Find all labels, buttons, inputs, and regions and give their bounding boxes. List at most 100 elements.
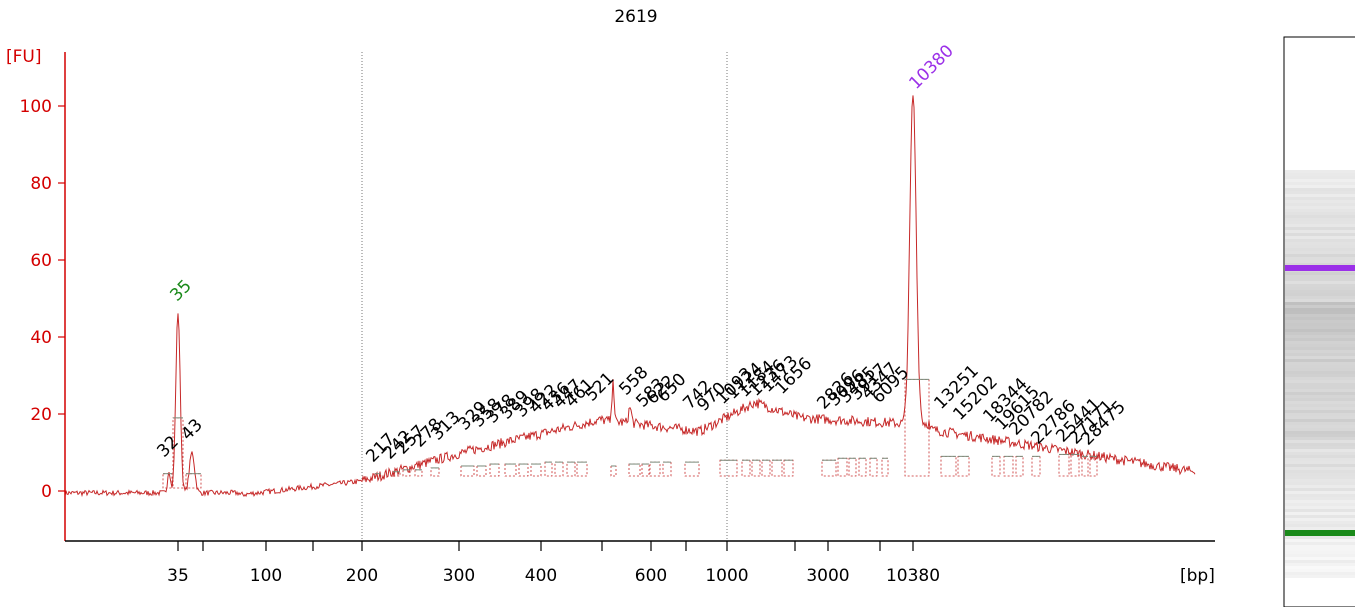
gel-band-shade [1285,518,1355,521]
axes [64,52,1215,542]
integration-box [848,457,857,477]
gel-band-shade [1285,551,1355,554]
gel-band-shade [1285,314,1355,317]
gel-band-shade [1285,299,1355,302]
integration-box [402,469,411,477]
integration-box [741,459,751,477]
gel-band-shade [1285,512,1355,515]
integration-box [504,463,517,477]
x-axis-label: [bp] [1180,566,1215,586]
gel-band-shade [1285,263,1355,266]
gel-band-shade [1285,383,1355,386]
gel-band-shade [1285,332,1355,335]
x-tick-label: 400 [525,566,557,586]
integration-box [991,455,1001,477]
integration-box [1031,455,1041,477]
gel-band-shade [1285,326,1355,329]
integration-box [554,461,564,477]
integration-box [1058,454,1070,477]
x-tick-label: 300 [443,566,475,586]
integration-box [761,459,771,477]
gel-band-shade [1285,500,1355,503]
gel-band-shade [1285,572,1355,575]
gel-band-shade [1285,197,1355,200]
gel-band-shade [1285,455,1355,458]
integration-box [460,465,475,477]
gel-band-shade [1285,443,1355,446]
integration-box [641,463,650,477]
gel-band-shade [1285,467,1355,470]
integration-box [1089,455,1098,477]
gel-band-shade [1285,200,1355,203]
gel-band-shade [1285,392,1355,395]
gel-band-shade [1285,206,1355,209]
integration-box [185,473,202,489]
integration-box [476,465,487,477]
marker-peak-label: 35 [166,276,195,305]
gel-band-shade [1285,368,1355,371]
x-tick-label: 3000 [806,566,849,586]
integration-box [771,459,783,477]
gel-band-shade [1285,410,1355,413]
integration-box [869,457,878,477]
gel-band-shade [1285,227,1355,230]
chart-title: 2619 [614,7,657,27]
gel-band-shade [1285,224,1355,227]
integration-box [1015,455,1024,477]
integration-box [430,467,440,477]
integration-box [1070,454,1080,477]
gel-band-shade [1285,188,1355,191]
gel-band-shade [1285,401,1355,404]
gel-band-shade [1285,554,1355,557]
gel-band-shade [1285,566,1355,569]
gel-band-shade [1285,317,1355,320]
gel-band-shade [1285,404,1355,407]
integration-box [610,465,617,477]
marker-peak-label: 10380 [905,41,957,93]
y-tick-label: 40 [30,328,52,348]
y-tick-label: 60 [30,251,52,271]
gel-band-shade [1285,233,1355,236]
gel-band-shade [1285,173,1355,176]
peak-label: 32 [153,432,182,461]
gel-band-shade [1285,464,1355,467]
gel-band-shade [1285,194,1355,197]
gel-band-shade [1285,461,1355,464]
gel-band-shade [1285,347,1355,350]
integration-box [544,461,553,477]
integration-box [576,461,588,477]
gel-band-shade [1285,176,1355,179]
gel-band-shade [1285,308,1355,311]
gel-band-shade [1285,356,1355,359]
gel-band-shade [1285,536,1355,539]
x-axis-ticks: 35 100 200 300 400 600 1000 3000 10380 [167,541,940,586]
gel-band-shade [1285,491,1355,494]
gel-band-shade [1285,521,1355,524]
gel-band-shade [1285,380,1355,383]
gel-band-shade [1285,542,1355,545]
gel-band-shade [1285,431,1355,434]
gel-band-shade [1285,362,1355,365]
gel-band-shade [1285,476,1355,479]
gel-band-shade [1285,407,1355,410]
gel-band-shade [1285,281,1355,284]
gel-band-shade [1285,296,1355,299]
integration-box [566,461,576,477]
gel-band-shade [1285,242,1355,245]
gel-band-shade [1285,341,1355,344]
gel-band-shade [1285,275,1355,278]
peak-baselines [163,378,1097,475]
gel-band-shade [1285,422,1355,425]
gel-band-shade [1285,575,1355,578]
gel-upper-marker-band [1285,265,1355,271]
gel-band-shade [1285,488,1355,491]
fluorescence-trace [64,95,1196,498]
gel-lower-marker-band [1285,530,1355,536]
y-tick-label: 100 [20,97,52,117]
gel-band-shade [1285,374,1355,377]
gel-band-shade [1285,221,1355,224]
gel-band-shade [1285,515,1355,518]
gel-band-shade [1285,212,1355,215]
gel-band-shade [1285,395,1355,398]
gel-band-shade [1285,191,1355,194]
